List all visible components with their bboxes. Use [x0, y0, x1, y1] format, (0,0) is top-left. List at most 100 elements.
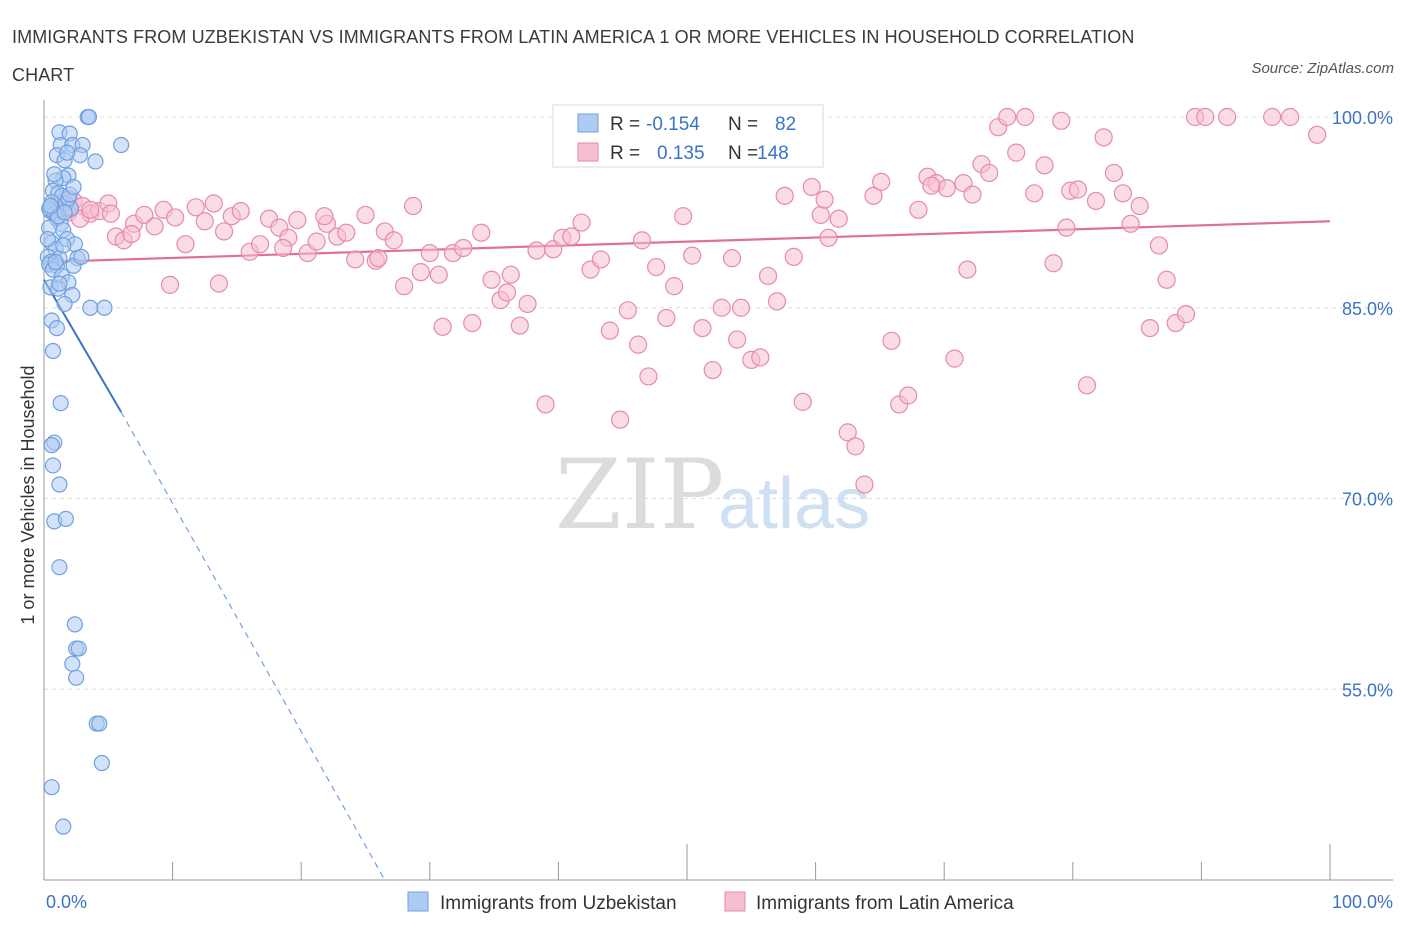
scatter-point [43, 436, 60, 454]
scatter-point [657, 308, 676, 328]
y-tick-label: 55.0% [1342, 680, 1393, 700]
scatter-point [510, 316, 529, 335]
scatter-point [472, 223, 491, 242]
scatter-point [712, 298, 731, 317]
bottom-legend-swatch-uzbekistan [407, 891, 429, 912]
legend-r-value-1: 0.135 [657, 143, 705, 164]
scatter-point [160, 275, 180, 294]
scatter-point [963, 185, 982, 204]
scatter-point [639, 367, 658, 386]
trend-line-latin-america [43, 220, 1331, 264]
legend-r-label-0: R = [610, 114, 640, 135]
scatter-point [846, 437, 865, 456]
scatter-point [369, 249, 388, 268]
scatter-point [600, 321, 619, 340]
scatter-point [1113, 184, 1133, 203]
scatter-point [87, 153, 104, 170]
scatter-point [758, 266, 778, 286]
scatter-point [872, 172, 891, 191]
scatter-point [231, 202, 250, 221]
scatter-point [101, 204, 120, 223]
scatter-point [51, 476, 68, 493]
y-tick-labels: 55.0% 70.0% 85.0% 100.0% [1332, 108, 1393, 700]
scatter-point [48, 319, 65, 337]
scatter-point [751, 348, 770, 367]
scatter-point [536, 395, 555, 414]
scatter-point [57, 510, 74, 527]
scatter-point [73, 248, 90, 265]
y-tick-label: 70.0% [1342, 490, 1393, 510]
scatter-point [68, 669, 85, 686]
scatter-point [176, 235, 195, 254]
scatter-point [56, 295, 73, 313]
scatter-point [337, 223, 356, 242]
bottom-legend-label-latin-america: Immigrants from Latin America [756, 893, 1014, 914]
scatter-point [420, 243, 439, 263]
scatter-point [47, 253, 64, 271]
scatter-point [145, 217, 164, 236]
scatter-point [463, 313, 482, 333]
scatter-point [1308, 125, 1327, 144]
scatter-point [135, 205, 154, 225]
scatter-point [674, 207, 693, 226]
series-legend: Immigrants from Uzbekistan Immigrants fr… [407, 891, 1014, 914]
scatter-point [1281, 107, 1300, 127]
scatter-point [767, 292, 787, 311]
scatter-point [1104, 163, 1124, 183]
scatter-point [56, 204, 73, 221]
scatter-point [122, 224, 141, 244]
scatter-point [55, 237, 72, 254]
scatter-point [1077, 376, 1097, 395]
scatter-point [454, 238, 473, 258]
scatter-point [315, 207, 334, 226]
scatter-point [1025, 184, 1044, 203]
scatter-point [802, 177, 821, 197]
scatter-point [166, 208, 185, 227]
scatter-point [882, 331, 901, 350]
scatter-point [1094, 128, 1113, 147]
scatter-point [1149, 236, 1169, 255]
scatter-point [403, 196, 423, 216]
x-tick-label: 0.0% [46, 892, 87, 912]
scatter-point [647, 257, 666, 277]
bottom-legend-swatch-latin-america [724, 891, 746, 912]
scatter-point [80, 108, 98, 126]
y-tick-label: 85.0% [1342, 299, 1393, 319]
scatter-point [93, 754, 110, 772]
scatter-point [346, 250, 365, 269]
scatter-point [501, 265, 520, 284]
scatter-point [703, 360, 722, 380]
series-latin-america-points [45, 107, 1327, 494]
watermark: ZIP atlas [555, 439, 870, 551]
legend-n-value-1: 148 [757, 143, 789, 164]
scatter-point [55, 818, 72, 835]
legend-n-label-1: N = [728, 143, 758, 164]
scatter-point [1130, 196, 1149, 216]
watermark-atlas: atlas [718, 464, 870, 544]
scatter-point [518, 294, 537, 314]
scatter-point [855, 475, 874, 494]
scatter-point [497, 283, 517, 302]
scatter-point [909, 200, 928, 219]
scatter-point [204, 194, 223, 213]
source-note: Source: ZipAtlas.com [1251, 60, 1394, 77]
scatter-point [214, 222, 234, 241]
scatter-point [1068, 180, 1088, 199]
scatter-point [572, 213, 591, 232]
scatter-point [899, 386, 918, 405]
legend-n-label-0: N = [728, 114, 758, 135]
scatter-point [186, 198, 205, 217]
scatter-point [683, 246, 702, 265]
series-uzbekistan-points [39, 108, 130, 835]
scatter-point [1176, 305, 1196, 324]
scatter-point [838, 423, 857, 442]
scatter-point [209, 274, 228, 293]
scatter-point [411, 263, 430, 282]
scatter-point [693, 318, 712, 338]
scatter-point [775, 186, 794, 205]
scatter-point [66, 616, 83, 633]
scatter-point [288, 210, 307, 230]
bottom-legend-label-uzbekistan: Immigrants from Uzbekistan [440, 893, 677, 914]
scatter-point [611, 410, 630, 429]
